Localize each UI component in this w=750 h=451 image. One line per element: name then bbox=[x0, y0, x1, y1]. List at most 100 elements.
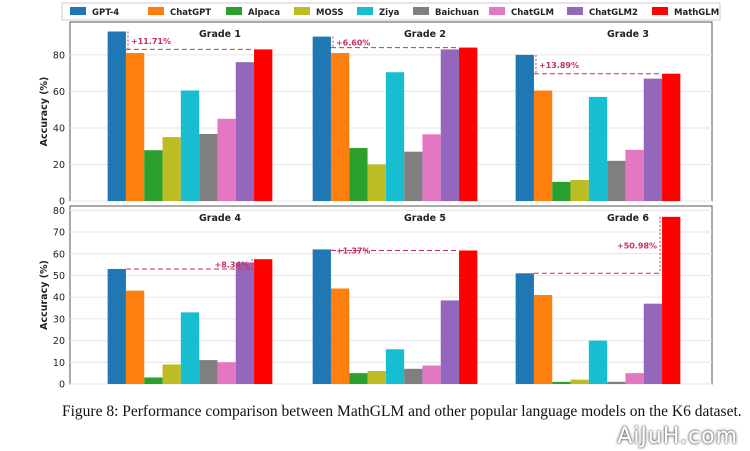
legend-swatch-moss bbox=[294, 7, 310, 15]
y-tick-label: 40 bbox=[53, 293, 65, 304]
bar-gpt-4 bbox=[107, 268, 126, 384]
bar-chatgpt bbox=[125, 290, 145, 384]
bar-baichuan bbox=[199, 360, 218, 384]
panel-title: Grade 6 bbox=[607, 213, 649, 224]
panel-title: Grade 5 bbox=[404, 213, 446, 224]
watermark: AiJuH.com bbox=[617, 424, 738, 449]
bar-chatglm2 bbox=[643, 303, 663, 384]
bar-baichuan bbox=[199, 133, 218, 201]
bar-mathglm bbox=[254, 259, 273, 384]
legend-swatch-chatglm2 bbox=[567, 7, 583, 15]
bar-chatgpt bbox=[330, 288, 350, 384]
annotation-label: +50.98% bbox=[617, 242, 657, 251]
bar-mathglm bbox=[459, 47, 478, 202]
bar-mathglm bbox=[459, 250, 478, 384]
bar-chatglm2 bbox=[235, 62, 255, 202]
bar-baichuan bbox=[607, 160, 626, 201]
bar-chatglm bbox=[625, 149, 644, 201]
bar-mathglm bbox=[662, 73, 681, 201]
y-tick-label: 30 bbox=[53, 314, 65, 325]
legend-swatch-baichuan bbox=[413, 7, 429, 15]
bar-moss bbox=[162, 364, 181, 384]
bar-alpaca bbox=[144, 150, 163, 201]
y-tick-label: 20 bbox=[53, 336, 65, 347]
bar-chatglm bbox=[422, 134, 441, 201]
y-tick-label: 40 bbox=[53, 123, 65, 134]
figure-caption: Figure 8: Performance comparison between… bbox=[62, 403, 742, 420]
bar-chatglm2 bbox=[440, 300, 460, 384]
y-axis-label: Accuracy (%) bbox=[39, 260, 50, 330]
bar-chatglm2 bbox=[235, 262, 255, 384]
bar-alpaca bbox=[349, 148, 368, 201]
panel-title: Grade 4 bbox=[199, 213, 241, 224]
y-tick-label: 10 bbox=[53, 358, 65, 369]
annotation-label: +6.60% bbox=[336, 39, 370, 48]
bar-chart: GPT-4 ChatGPT Alpaca MOSS Ziya Baichuan ChatGL… bbox=[39, 2, 721, 391]
y-tick-label: 0 bbox=[59, 197, 65, 208]
bar-moss bbox=[570, 379, 589, 384]
legend-swatch-alpaca bbox=[226, 7, 242, 15]
legend-label: ChatGPT bbox=[170, 8, 211, 18]
y-tick-label: 80 bbox=[53, 50, 65, 61]
bar-moss bbox=[367, 370, 386, 384]
bar-baichuan bbox=[404, 368, 423, 384]
y-tick-label: 60 bbox=[53, 249, 65, 260]
y-tick-label: 80 bbox=[53, 206, 65, 217]
bar-chatgpt bbox=[330, 53, 350, 201]
bar-ziya bbox=[588, 340, 608, 384]
bar-ziya bbox=[588, 96, 608, 201]
bar-ziya bbox=[180, 312, 200, 384]
bar-chatglm bbox=[217, 118, 236, 201]
bar-chatglm bbox=[625, 373, 644, 384]
bar-gpt-4 bbox=[515, 54, 534, 202]
bar-gpt-4 bbox=[515, 273, 534, 384]
bar-gpt-4 bbox=[312, 249, 331, 384]
bar-alpaca bbox=[349, 373, 368, 384]
bar-alpaca bbox=[552, 381, 571, 384]
bar-mathglm bbox=[662, 216, 681, 384]
bar-alpaca bbox=[552, 181, 571, 201]
y-axis-label: Accuracy (%) bbox=[39, 77, 50, 147]
bar-moss bbox=[367, 164, 386, 201]
bar-chatglm2 bbox=[440, 49, 460, 201]
bar-chatgpt bbox=[533, 90, 553, 201]
legend-label: Alpaca bbox=[248, 8, 280, 18]
bar-alpaca bbox=[144, 377, 163, 384]
bar-ziya bbox=[385, 72, 405, 202]
y-tick-label: 60 bbox=[53, 87, 65, 98]
bar-ziya bbox=[180, 90, 200, 201]
bar-ziya bbox=[385, 349, 405, 384]
legend-swatch-chatgpt bbox=[148, 7, 164, 15]
legend-label: Ziya bbox=[379, 8, 400, 18]
legend-label: GPT-4 bbox=[92, 8, 119, 18]
bar-moss bbox=[570, 179, 589, 201]
annotation-label: +11.71% bbox=[131, 37, 171, 46]
bar-moss bbox=[162, 137, 181, 201]
y-tick-label: 70 bbox=[53, 228, 65, 239]
legend-swatch-gpt-4 bbox=[70, 7, 86, 15]
panel-title: Grade 1 bbox=[199, 29, 241, 40]
legend-label: ChatGLM2 bbox=[589, 8, 638, 18]
legend-label: MOSS bbox=[316, 8, 344, 18]
bar-chatglm bbox=[217, 362, 236, 384]
bar-chatglm2 bbox=[643, 78, 663, 201]
y-tick-label: 20 bbox=[53, 160, 65, 171]
y-tick-label: 50 bbox=[53, 271, 65, 282]
bar-chatgpt bbox=[533, 295, 553, 384]
legend-label: MathGLM bbox=[674, 8, 719, 18]
annotation-label: +8.34% bbox=[215, 261, 249, 270]
bar-chatgpt bbox=[125, 53, 145, 201]
bar-chatglm bbox=[422, 365, 441, 384]
annotation-label: +13.89% bbox=[539, 61, 579, 70]
legend-swatch-ziya bbox=[357, 7, 373, 15]
legend-swatch-mathglm bbox=[652, 7, 668, 15]
bar-baichuan bbox=[607, 381, 626, 384]
legend-swatch-chatglm bbox=[489, 7, 505, 15]
bar-gpt-4 bbox=[107, 31, 126, 202]
bar-mathglm bbox=[254, 49, 273, 201]
legend-label: Baichuan bbox=[435, 8, 479, 18]
legend-label: ChatGLM bbox=[511, 8, 554, 18]
bar-baichuan bbox=[404, 151, 423, 201]
y-tick-label: 0 bbox=[59, 380, 65, 391]
panel-title: Grade 2 bbox=[404, 29, 446, 40]
